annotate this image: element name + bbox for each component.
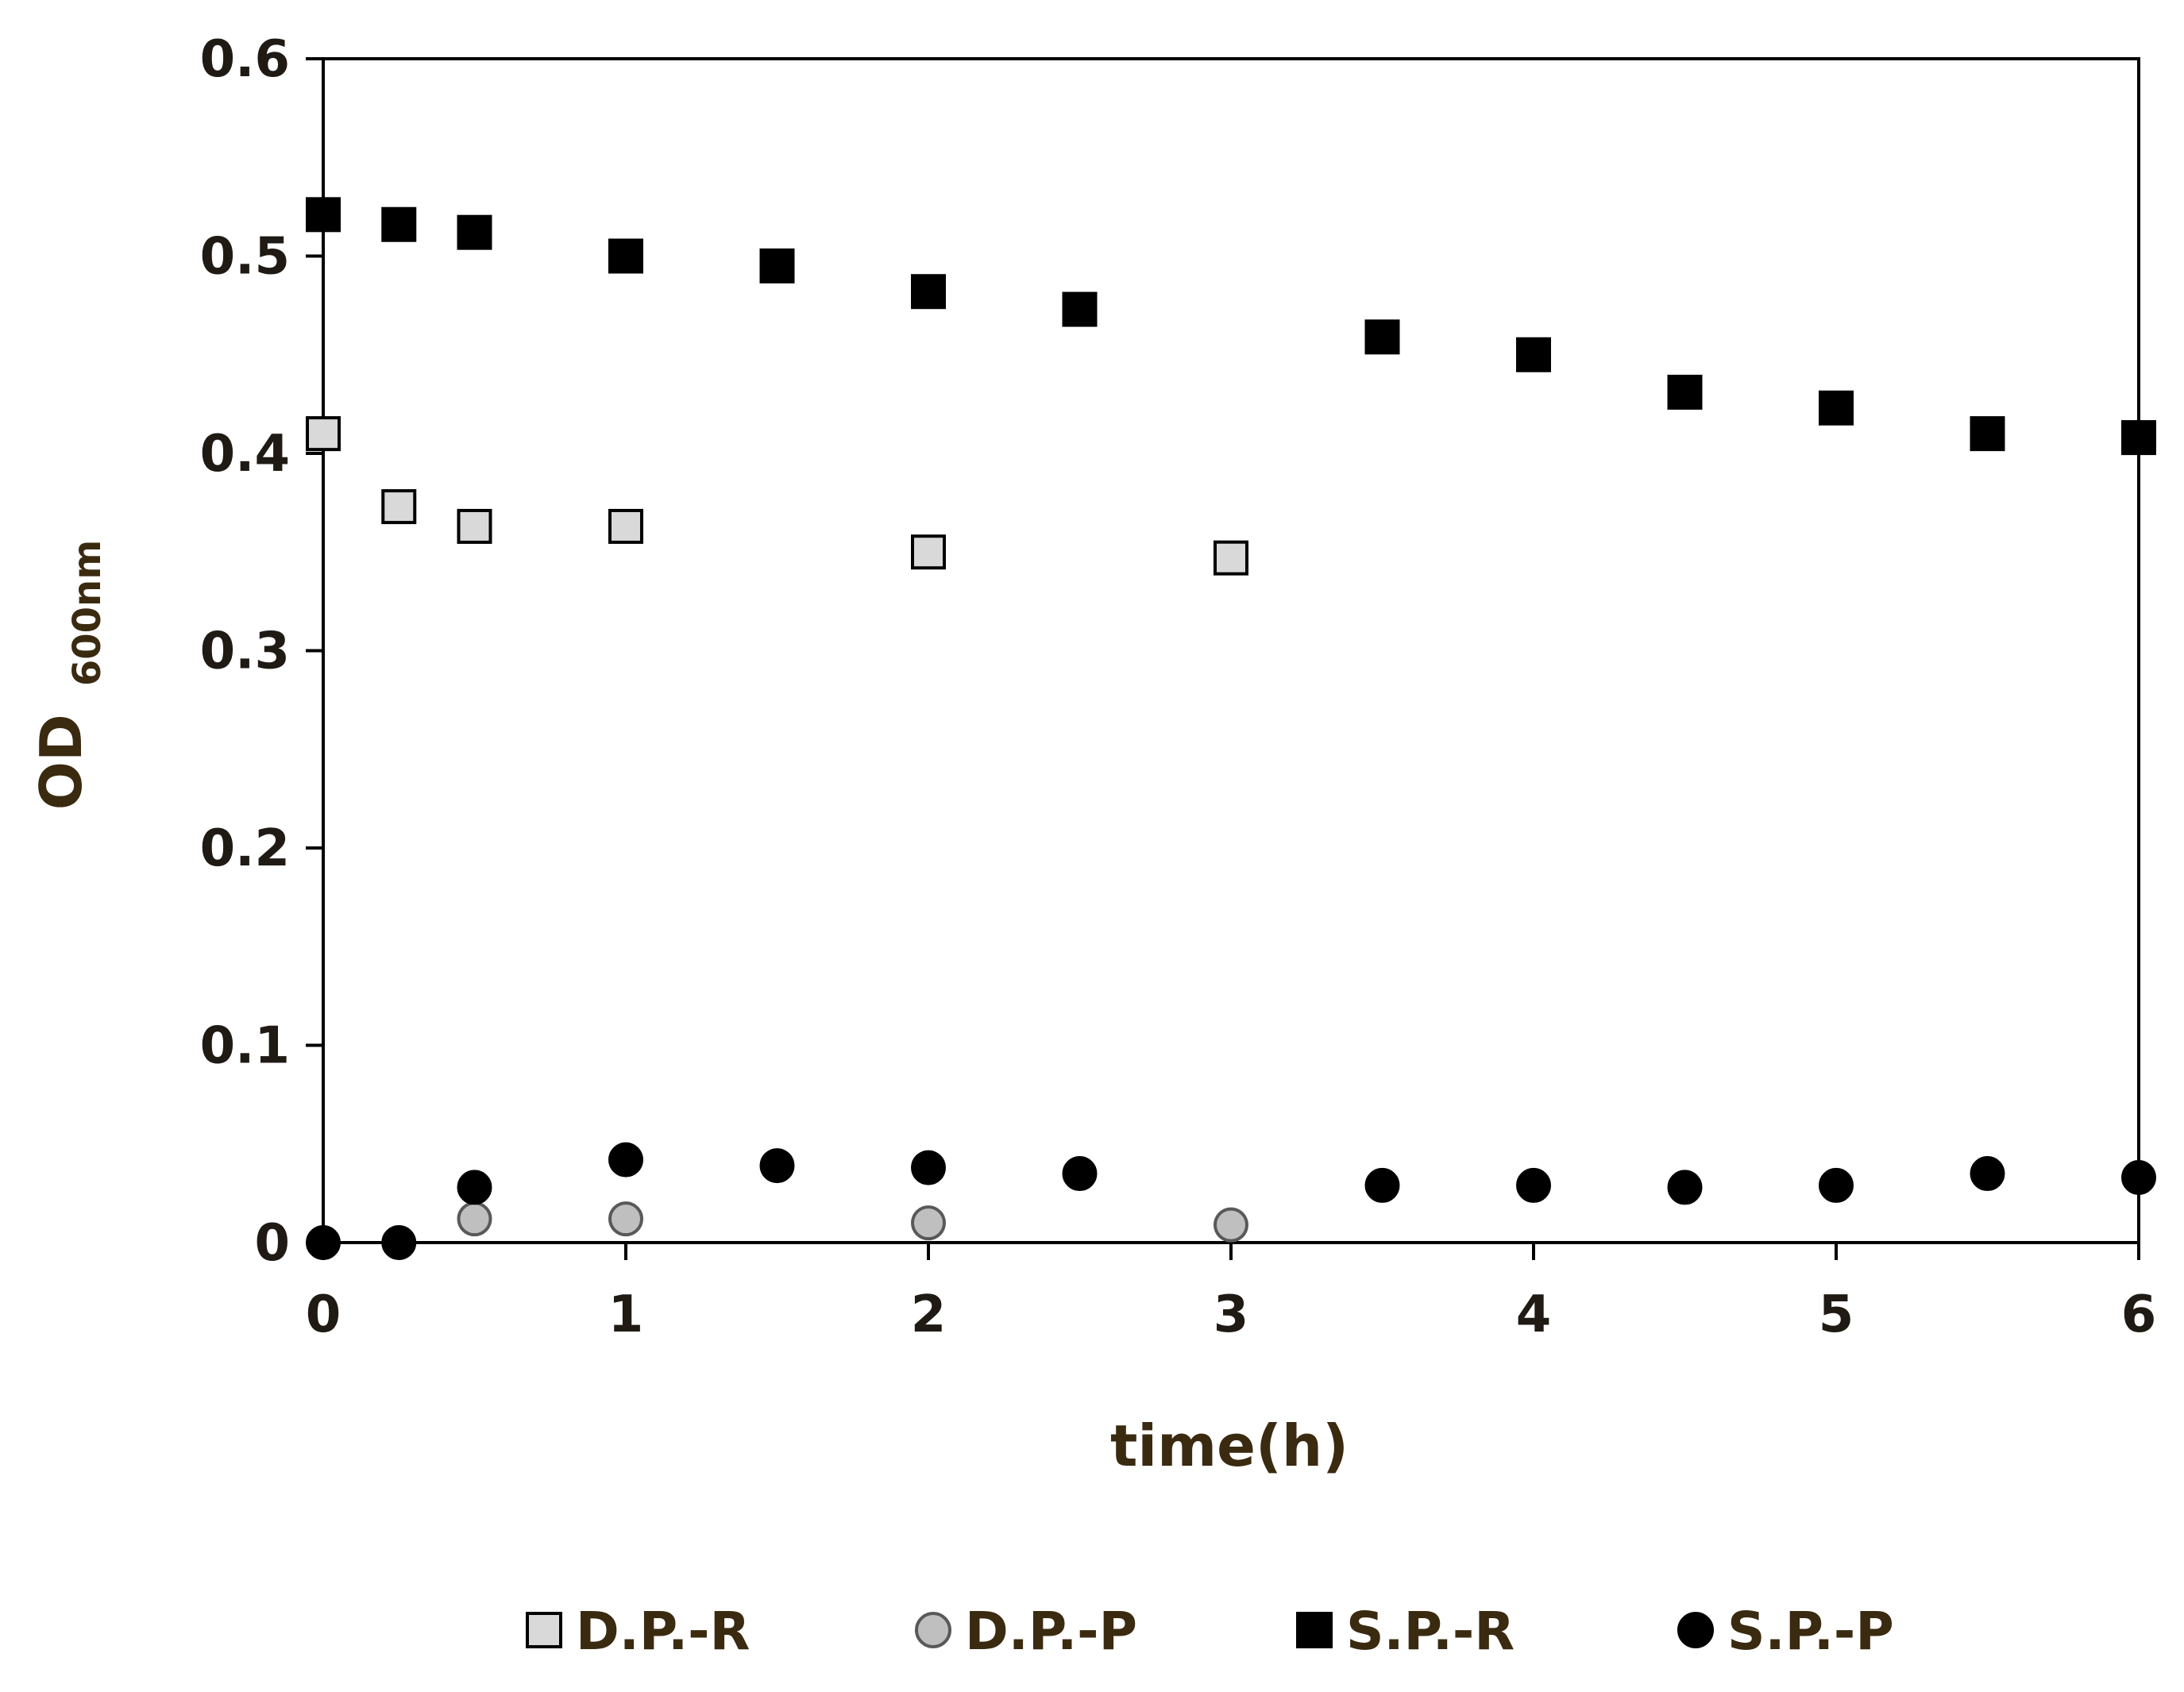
data-point — [1667, 1170, 1703, 1205]
x-tick-label: 5 — [1819, 1285, 1854, 1344]
data-point — [608, 508, 643, 544]
data-point — [457, 1201, 492, 1237]
data-point — [911, 1205, 946, 1241]
data-point — [306, 197, 341, 233]
data-point — [759, 1148, 795, 1184]
data-point — [457, 1170, 492, 1205]
legend-item: D.P.-R — [526, 1601, 750, 1662]
data-series — [306, 197, 2156, 1260]
data-point — [608, 1142, 643, 1177]
data-point — [911, 274, 946, 310]
data-point — [381, 489, 417, 525]
y-axis-title-main: OD — [28, 714, 95, 810]
data-point — [1667, 374, 1703, 410]
legend-marker — [526, 1612, 562, 1648]
legend-label: D.P.-R — [576, 1601, 750, 1662]
data-point — [759, 248, 795, 283]
legend-item: S.P.-P — [1677, 1601, 1894, 1662]
y-tick-label: 0.4 — [200, 425, 290, 484]
x-tick-label: 1 — [608, 1285, 644, 1344]
y-tick-label: 0.3 — [200, 622, 290, 681]
series-s-p-p — [306, 1142, 2156, 1260]
data-point — [306, 416, 341, 452]
y-tick-labels: 0 0.1 0.2 0.3 0.4 0.5 0.6 — [200, 30, 290, 1273]
y-tick-label: 0.1 — [200, 1017, 290, 1076]
legend-label: S.P.-R — [1346, 1601, 1515, 1662]
legend-label: D.P.-P — [965, 1601, 1137, 1662]
data-point — [911, 1150, 946, 1185]
y-tick-label: 0.6 — [200, 30, 290, 89]
data-point — [608, 1201, 643, 1237]
series-s-p-r — [306, 197, 2156, 456]
y-tick-label: 0 — [254, 1214, 290, 1273]
data-point — [2121, 420, 2156, 456]
data-point — [1970, 1156, 2005, 1192]
legend-label: S.P.-P — [1727, 1601, 1894, 1662]
data-point — [457, 214, 492, 250]
data-point — [1364, 1167, 1400, 1203]
data-point — [911, 534, 946, 570]
axis-ticks — [306, 57, 2140, 1260]
data-point — [1516, 337, 1551, 372]
y-tick-label: 0.2 — [200, 819, 290, 878]
data-point — [1970, 416, 2005, 452]
data-point — [457, 508, 492, 544]
legend-marker — [1677, 1612, 1714, 1648]
data-point — [1364, 319, 1400, 355]
x-tick-label: 6 — [2121, 1285, 2157, 1344]
data-point — [1214, 540, 1248, 576]
x-tick-label: 2 — [911, 1285, 947, 1344]
y-tick-label: 0.5 — [200, 228, 290, 287]
x-tick-label: 3 — [1214, 1285, 1249, 1344]
data-point — [1062, 291, 1098, 327]
data-point — [1516, 1167, 1551, 1203]
data-point — [1819, 1167, 1854, 1203]
data-point — [306, 1225, 341, 1260]
x-axis-title: time(h) — [1110, 1413, 1349, 1479]
data-point — [1214, 1207, 1248, 1243]
x-tick-labels: 0 1 2 3 4 5 6 — [306, 1285, 2157, 1344]
legend-item: D.P.-P — [915, 1601, 1137, 1662]
data-point — [381, 1225, 417, 1260]
y-axis-title: OD 600nm — [28, 540, 110, 810]
x-tick-label: 0 — [306, 1285, 341, 1344]
legend: D.P.-R D.P.-P S.P.-R S.P.-P — [526, 1601, 1894, 1662]
legend-item: S.P.-R — [1296, 1601, 1515, 1662]
series-d-p-r — [306, 416, 1248, 576]
data-point — [381, 206, 417, 242]
data-point — [1819, 390, 1854, 426]
x-tick-label: 4 — [1516, 1285, 1552, 1344]
data-point — [1062, 1156, 1098, 1192]
legend-marker — [915, 1612, 951, 1648]
legend-marker — [1296, 1612, 1333, 1648]
data-point — [2121, 1159, 2156, 1195]
y-axis-title-subscript: 600nm — [65, 540, 110, 686]
data-point — [608, 238, 643, 274]
